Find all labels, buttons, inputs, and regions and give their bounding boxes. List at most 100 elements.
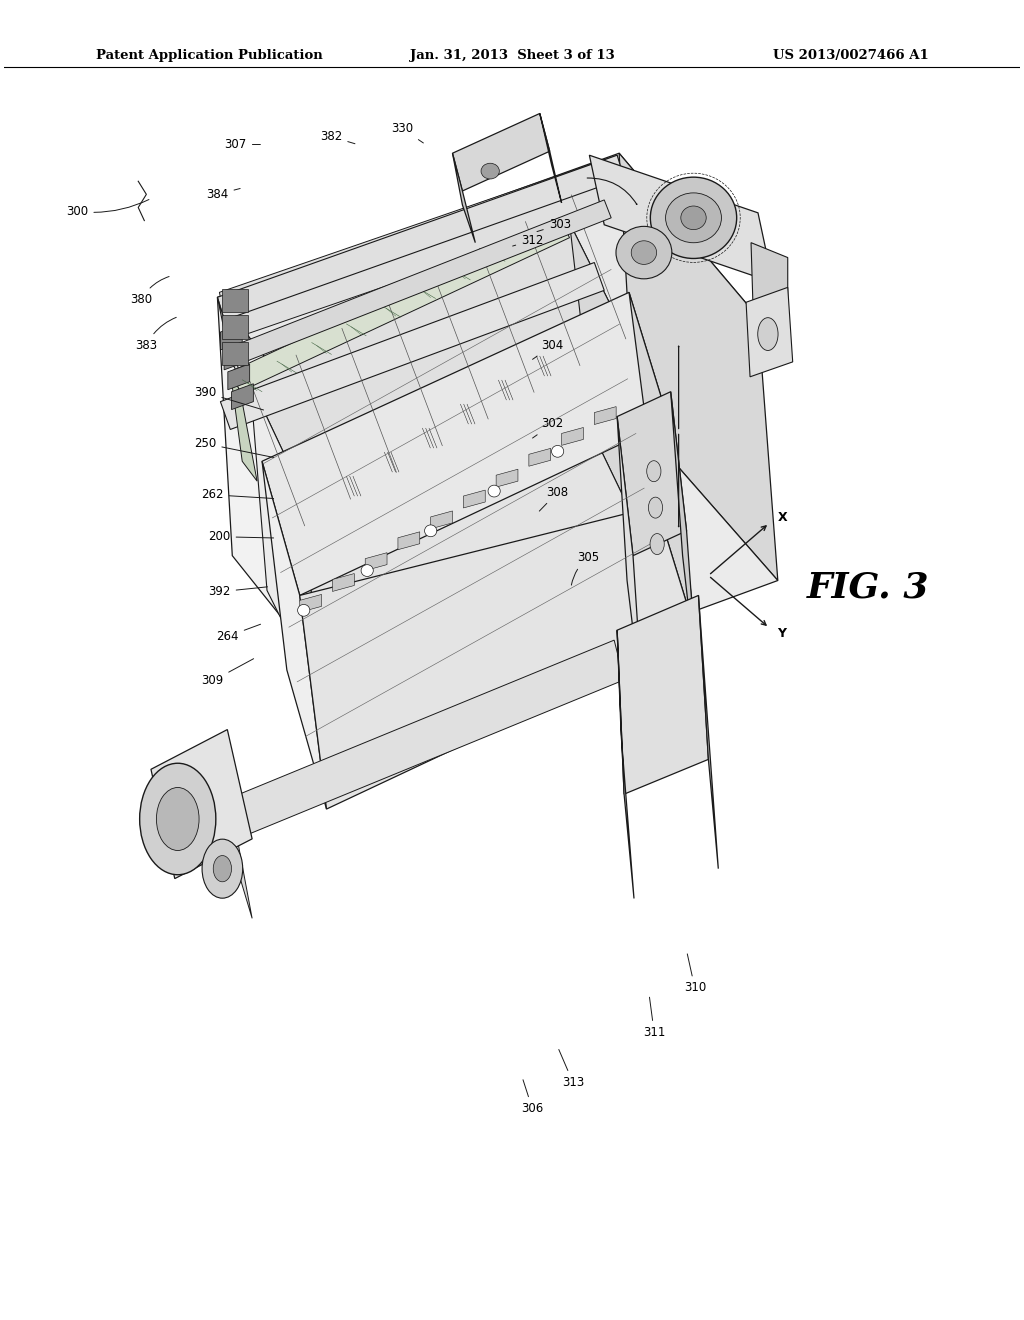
Polygon shape <box>569 223 647 545</box>
Polygon shape <box>528 449 551 466</box>
Ellipse shape <box>298 605 310 616</box>
Ellipse shape <box>425 525 437 537</box>
Polygon shape <box>227 640 624 840</box>
Text: 303: 303 <box>537 218 570 231</box>
Ellipse shape <box>213 855 231 882</box>
Polygon shape <box>617 630 634 899</box>
FancyArrowPatch shape <box>587 178 637 205</box>
Text: 305: 305 <box>571 552 599 585</box>
Polygon shape <box>398 532 420 549</box>
Ellipse shape <box>650 177 736 259</box>
FancyArrowPatch shape <box>711 577 766 626</box>
Ellipse shape <box>157 788 199 850</box>
Ellipse shape <box>631 240 656 264</box>
Text: 311: 311 <box>643 997 666 1039</box>
Polygon shape <box>227 364 250 389</box>
Ellipse shape <box>648 498 663 519</box>
Polygon shape <box>671 392 698 694</box>
Polygon shape <box>629 292 696 635</box>
Ellipse shape <box>650 533 665 554</box>
Text: 380: 380 <box>130 276 169 306</box>
Polygon shape <box>302 437 647 700</box>
Polygon shape <box>217 156 624 321</box>
Polygon shape <box>531 339 578 379</box>
Polygon shape <box>341 459 387 499</box>
Polygon shape <box>351 417 778 730</box>
Text: 262: 262 <box>201 488 273 502</box>
Text: 313: 313 <box>559 1049 584 1089</box>
Text: US 2013/0027466 A1: US 2013/0027466 A1 <box>773 49 929 62</box>
Ellipse shape <box>481 164 500 180</box>
Polygon shape <box>333 574 354 591</box>
Text: 200: 200 <box>208 531 273 544</box>
Text: 390: 390 <box>195 385 263 411</box>
Polygon shape <box>220 263 604 429</box>
Polygon shape <box>262 461 327 809</box>
Ellipse shape <box>666 193 722 243</box>
FancyBboxPatch shape <box>222 315 248 339</box>
Text: Patent Application Publication: Patent Application Publication <box>95 49 323 62</box>
FancyBboxPatch shape <box>222 289 248 313</box>
Text: 310: 310 <box>684 954 706 994</box>
Polygon shape <box>617 595 709 795</box>
FancyArrowPatch shape <box>711 525 766 574</box>
Ellipse shape <box>647 461 660 482</box>
Polygon shape <box>380 436 425 475</box>
Polygon shape <box>561 428 584 445</box>
Polygon shape <box>617 392 686 556</box>
Text: Y: Y <box>777 627 786 640</box>
Polygon shape <box>224 345 246 370</box>
Ellipse shape <box>488 486 501 496</box>
Text: 300: 300 <box>67 199 148 218</box>
Polygon shape <box>594 407 616 425</box>
Polygon shape <box>418 412 463 451</box>
Ellipse shape <box>361 565 374 577</box>
Polygon shape <box>617 417 644 719</box>
Polygon shape <box>227 799 252 919</box>
Polygon shape <box>453 114 550 191</box>
Polygon shape <box>590 156 773 282</box>
Polygon shape <box>431 511 453 529</box>
Text: 309: 309 <box>202 659 254 688</box>
Polygon shape <box>698 595 718 869</box>
Polygon shape <box>746 288 793 376</box>
Text: Jan. 31, 2013  Sheet 3 of 13: Jan. 31, 2013 Sheet 3 of 13 <box>410 49 614 62</box>
FancyBboxPatch shape <box>222 342 248 366</box>
Polygon shape <box>751 243 787 322</box>
Polygon shape <box>220 325 243 350</box>
Polygon shape <box>540 114 561 203</box>
Text: 264: 264 <box>216 624 260 643</box>
Polygon shape <box>262 292 669 595</box>
Polygon shape <box>219 156 627 341</box>
Polygon shape <box>230 199 611 364</box>
Polygon shape <box>250 223 624 491</box>
Text: 307: 307 <box>224 139 260 150</box>
Text: 382: 382 <box>321 131 355 144</box>
Polygon shape <box>151 730 252 879</box>
Polygon shape <box>456 387 501 426</box>
Text: 308: 308 <box>540 486 568 511</box>
Polygon shape <box>300 594 322 612</box>
Polygon shape <box>300 506 696 809</box>
Polygon shape <box>250 381 322 700</box>
Text: 250: 250 <box>195 437 273 458</box>
Polygon shape <box>217 153 758 466</box>
Text: 383: 383 <box>135 317 176 351</box>
Text: 384: 384 <box>206 187 241 201</box>
Polygon shape <box>464 490 485 508</box>
Ellipse shape <box>552 445 564 457</box>
Text: 392: 392 <box>208 585 267 598</box>
Text: 304: 304 <box>532 339 564 359</box>
Ellipse shape <box>616 226 672 279</box>
Text: FIG. 3: FIG. 3 <box>807 570 929 605</box>
Ellipse shape <box>681 206 707 230</box>
Polygon shape <box>453 153 475 243</box>
Polygon shape <box>497 469 518 487</box>
Text: 330: 330 <box>391 123 423 143</box>
Polygon shape <box>230 372 257 480</box>
Ellipse shape <box>758 318 778 351</box>
Polygon shape <box>217 297 243 381</box>
Polygon shape <box>231 384 253 409</box>
Polygon shape <box>230 218 569 392</box>
Ellipse shape <box>202 840 243 898</box>
